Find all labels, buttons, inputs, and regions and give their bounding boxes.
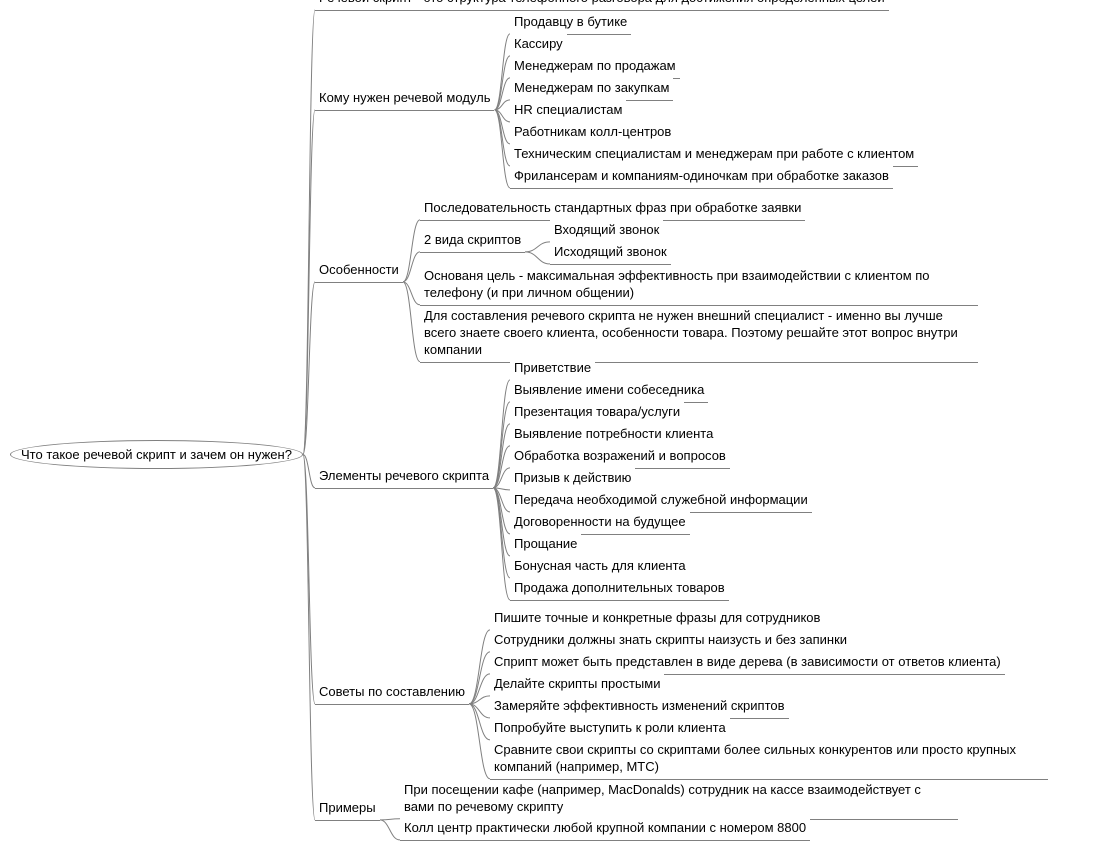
branch-5-child-6: Попробуйте выступить к роли клиента (490, 718, 730, 741)
mindmap-root: Что такое речевой скрипт и зачем он нуже… (10, 440, 303, 469)
branch-5-child-2: Сотрудники должны знать скрипты наизусть… (490, 630, 851, 653)
branch-6: Примеры (315, 798, 380, 821)
branch-4-child-3: Презентация товара/услуги (510, 402, 684, 425)
branch-4-child-10: Бонусная часть для клиента (510, 556, 690, 579)
branch-1: Речевой скрипт - это структура телефонно… (315, 0, 889, 11)
branch-3-child-2-sub-1: Входящий звонок (550, 220, 663, 243)
branch-4-child-6: Призыв к действию (510, 468, 635, 491)
branch-5-child-3: Сприпт может быть представлен в виде дер… (490, 652, 1005, 675)
branch-3-child-3: Основаня цель - максимальная эффективнос… (420, 266, 978, 306)
branch-2-child-2: Кассиру (510, 34, 567, 57)
branch-6-child-2: Колл центр практически любой крупной ком… (400, 818, 810, 841)
branch-2-child-4: Менеджерам по закупкам (510, 78, 673, 101)
branch-2-child-7: Техническим специалистам и менеджерам пр… (510, 144, 918, 167)
root-label: Что такое речевой скрипт и зачем он нуже… (21, 447, 292, 462)
branch-2-child-3: Менеджерам по продажам (510, 56, 680, 79)
branch-4: Элементы речевого скрипта (315, 466, 493, 489)
branch-5-child-4: Делайте скрипты простыми (490, 674, 664, 697)
branch-3: Особенности (315, 260, 403, 283)
branch-2-child-8: Фрилансерам и компаниям-одиночкам при об… (510, 166, 893, 189)
branch-3-child-1: Последовательность стандартных фраз при … (420, 198, 805, 221)
branch-3-child-2: 2 вида скриптов (420, 230, 525, 253)
branch-5-child-7: Сравните свои скрипты со скриптами более… (490, 740, 1048, 780)
branch-2: Кому нужен речевой модуль (315, 88, 494, 111)
branch-4-child-8: Договоренности на будущее (510, 512, 690, 535)
branch-2-child-5: HR специалистам (510, 100, 626, 123)
branch-4-child-7: Передача необходимой служебной информаци… (510, 490, 812, 513)
branch-4-child-4: Выявление потребности клиента (510, 424, 717, 447)
branch-5-child-5: Замеряйте эффективность изменений скрипт… (490, 696, 789, 719)
branch-3-child-2-sub-2: Исходящий звонок (550, 242, 671, 265)
branch-4-child-5: Обработка возражений и вопросов (510, 446, 730, 469)
branch-4-child-9: Прощание (510, 534, 581, 557)
branch-4-child-11: Продажа дополнительных товаров (510, 578, 729, 601)
branch-2-child-6: Работникам колл-центров (510, 122, 675, 145)
branch-2-child-1: Продавцу в бутике (510, 12, 631, 35)
branch-4-child-1: Приветствие (510, 358, 595, 381)
branch-3-child-4: Для составления речевого скрипта не нуже… (420, 306, 978, 363)
branch-5-child-1: Пишите точные и конкретные фразы для сот… (490, 608, 824, 631)
branch-5: Советы по составлению (315, 682, 469, 705)
branch-4-child-2: Выявление имени собеседника (510, 380, 708, 403)
branch-6-child-1: При посещении кафе (например, MacDonalds… (400, 780, 958, 820)
